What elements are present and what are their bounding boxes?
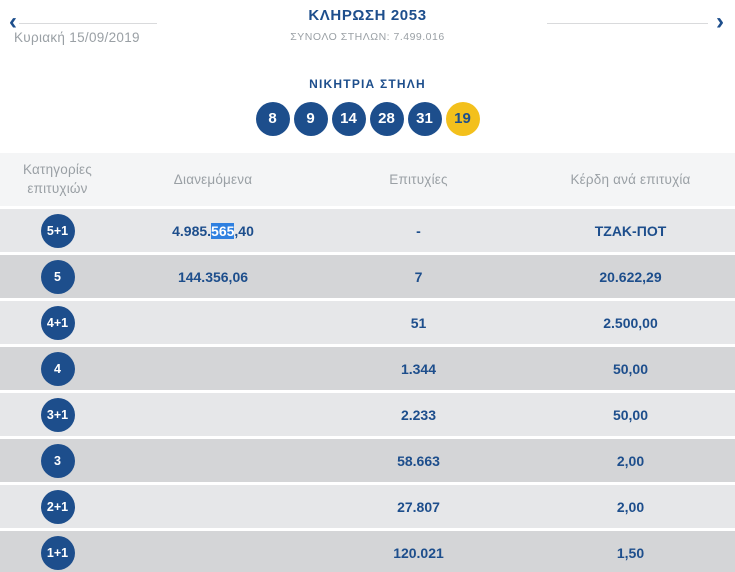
table-row-3plus1: 3+1 2.233 50,00 xyxy=(0,393,735,436)
chevron-right-icon: › xyxy=(716,8,724,35)
draw-title-block: ΚΛΗΡΩΣΗ 2053 ΣΥΝΟΛΟ ΣΤΗΛΩΝ: 7.499.016 xyxy=(180,7,555,43)
tier-badge: 2+1 xyxy=(40,489,75,524)
wins-count: 120.021 xyxy=(393,544,444,561)
tier-badge: 4 xyxy=(40,351,75,386)
winnings-per-win: 2,00 xyxy=(616,498,645,515)
column-header-per-win: Κέρδη ανά επιτυχία xyxy=(570,172,691,187)
distributed-amount: 144.356,06 xyxy=(177,268,249,285)
page-title: ΚΛΗΡΩΣΗ 2053 xyxy=(308,7,427,24)
draw-date: Κυριακή 15/09/2019 xyxy=(14,30,140,45)
wins-count: - xyxy=(416,222,421,239)
winning-numbers: 8 9 14 28 31 19 xyxy=(255,102,480,136)
table-row-4: 4 1.344 50,00 xyxy=(0,347,735,390)
bonus-number-ball: 19 xyxy=(445,102,480,136)
tier-badge: 3 xyxy=(40,443,75,478)
winning-column-label: ΝΙΚΗΤΡΙΑ ΣΤΗΛΗ xyxy=(309,77,426,91)
divider-left xyxy=(19,23,157,24)
table-header-row: Κατηγορίες επιτυχιών Διανεμόμενα Επιτυχί… xyxy=(0,153,735,206)
column-header-categories: Κατηγορίες επιτυχιών xyxy=(23,161,92,196)
tier-badge: 1+1 xyxy=(40,535,75,570)
chevron-left-icon: ‹ xyxy=(9,8,17,35)
next-draw-button[interactable]: › xyxy=(708,8,732,36)
winnings-per-win: 50,00 xyxy=(612,406,649,423)
winning-number-ball: 28 xyxy=(369,102,404,136)
winnings-per-win: 20.622,29 xyxy=(599,268,662,285)
wins-count: 2.233 xyxy=(400,406,437,423)
total-columns-label: ΣΥΝΟΛΟ ΣΤΗΛΩΝ: 7.499.016 xyxy=(290,31,445,43)
table-row-5plus1: 5+1 4.985.565,40 - ΤΖΑΚ-ΠΟΤ xyxy=(0,209,735,252)
previous-draw-button[interactable]: ‹ xyxy=(1,8,25,36)
draw-navigation: ‹ Κυριακή 15/09/2019 ΚΛΗΡΩΣΗ 2053 ΣΥΝΟΛΟ… xyxy=(0,0,735,60)
winning-number-ball: 9 xyxy=(293,102,328,136)
wins-count: 27.807 xyxy=(397,498,440,515)
table-row-5: 5 144.356,06 7 20.622,29 xyxy=(0,255,735,298)
table-row-2plus1: 2+1 27.807 2,00 xyxy=(0,485,735,528)
column-header-distributed: Διανεμόμενα xyxy=(173,172,253,187)
distributed-amount: 4.985.565,40 xyxy=(172,222,254,239)
wins-count: 7 xyxy=(414,268,423,285)
wins-count: 51 xyxy=(410,314,427,331)
table-row-3: 3 58.663 2,00 xyxy=(0,439,735,482)
table-row-4plus1: 4+1 51 2.500,00 xyxy=(0,301,735,344)
table-row-1plus1: 1+1 120.021 1,50 xyxy=(0,531,735,572)
winnings-per-win: 1,50 xyxy=(616,544,645,561)
wins-count: 58.663 xyxy=(397,452,440,469)
winning-column-section: ΝΙΚΗΤΡΙΑ ΣΤΗΛΗ 8 9 14 28 31 19 xyxy=(0,77,735,136)
winning-number-ball: 14 xyxy=(331,102,366,136)
tier-badge: 3+1 xyxy=(40,397,75,432)
winning-number-ball: 8 xyxy=(255,102,290,136)
tier-badge: 5+1 xyxy=(40,213,75,248)
winnings-per-win: 2.500,00 xyxy=(603,314,658,331)
tier-badge: 5 xyxy=(40,259,75,294)
table-body: 5+1 4.985.565,40 - ΤΖΑΚ-ΠΟΤ 5 144.356,06… xyxy=(0,209,735,572)
winning-number-ball: 31 xyxy=(407,102,442,136)
column-header-wins: Επιτυχίες xyxy=(389,172,448,187)
divider-right xyxy=(547,23,708,24)
selected-text: 565 xyxy=(211,222,235,239)
wins-count: 1.344 xyxy=(400,360,437,377)
prize-tiers-table: Κατηγορίες επιτυχιών Διανεμόμενα Επιτυχί… xyxy=(0,153,735,572)
winnings-per-win: 50,00 xyxy=(612,360,649,377)
winnings-per-win: ΤΖΑΚ-ΠΟΤ xyxy=(594,222,667,239)
tier-badge: 4+1 xyxy=(40,305,75,340)
winnings-per-win: 2,00 xyxy=(616,452,645,469)
